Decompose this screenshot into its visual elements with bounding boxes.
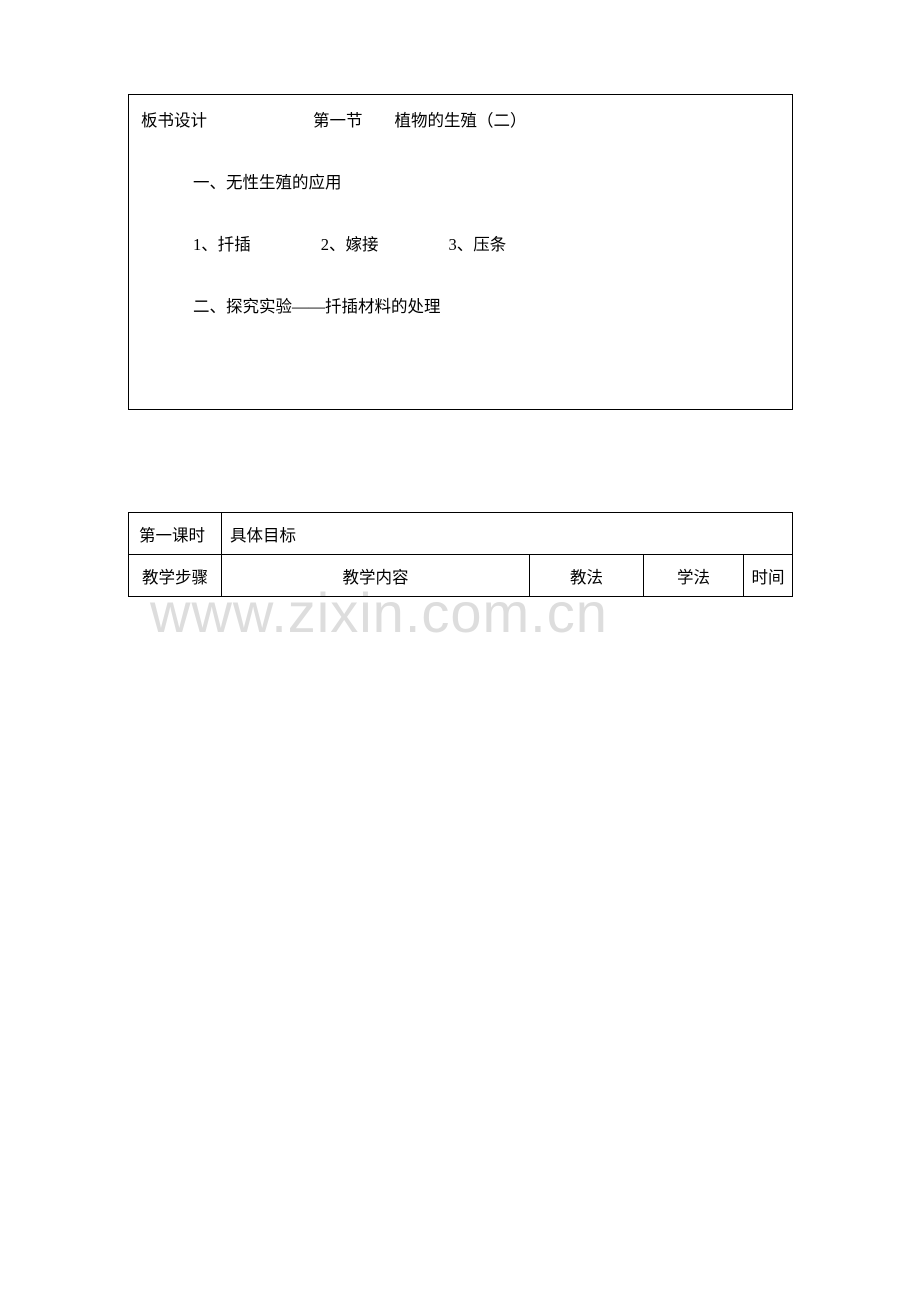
- cell-objective: 具体目标: [222, 513, 793, 555]
- lesson-table: 第一课时 具体目标 教学步骤 教学内容 教法 学法 时间: [128, 512, 793, 597]
- board-design-label: 板书设计: [141, 107, 207, 131]
- cell-time: 时间: [744, 555, 793, 597]
- heading-b: 二、探究实验——扦插材料的处理: [193, 293, 441, 317]
- heading-a: 一、无性生殖的应用: [193, 169, 342, 193]
- header-line: 板书设计 第一节 植物的生殖（二）: [141, 107, 527, 131]
- page: 板书设计 第一节 植物的生殖（二） 一、无性生殖的应用 1、扦插 2、嫁接 3、…: [0, 0, 920, 1302]
- item-2: 2、嫁接: [321, 231, 379, 255]
- spacer: [251, 231, 321, 255]
- cell-content: 教学内容: [222, 555, 530, 597]
- item-3: 3、压条: [449, 231, 507, 255]
- cell-learn-method: 学法: [644, 555, 744, 597]
- board-design-content: 板书设计 第一节 植物的生殖（二） 一、无性生殖的应用 1、扦插 2、嫁接 3、…: [129, 95, 792, 409]
- section-number: 第一节: [313, 107, 363, 131]
- table-row: 教学步骤 教学内容 教法 学法 时间: [129, 555, 793, 597]
- cell-teach-method: 教法: [530, 555, 644, 597]
- item-1: 1、扦插: [193, 231, 251, 255]
- spacer: [363, 107, 395, 131]
- cell-steps: 教学步骤: [129, 555, 222, 597]
- table-row: 第一课时 具体目标: [129, 513, 793, 555]
- spacer: [379, 231, 449, 255]
- cell-period: 第一课时: [129, 513, 222, 555]
- items-line: 1、扦插 2、嫁接 3、压条: [193, 231, 506, 255]
- spacer: [207, 107, 313, 131]
- section-title: 植物的生殖（二）: [395, 107, 527, 131]
- board-design-box: 板书设计 第一节 植物的生殖（二） 一、无性生殖的应用 1、扦插 2、嫁接 3、…: [128, 94, 793, 410]
